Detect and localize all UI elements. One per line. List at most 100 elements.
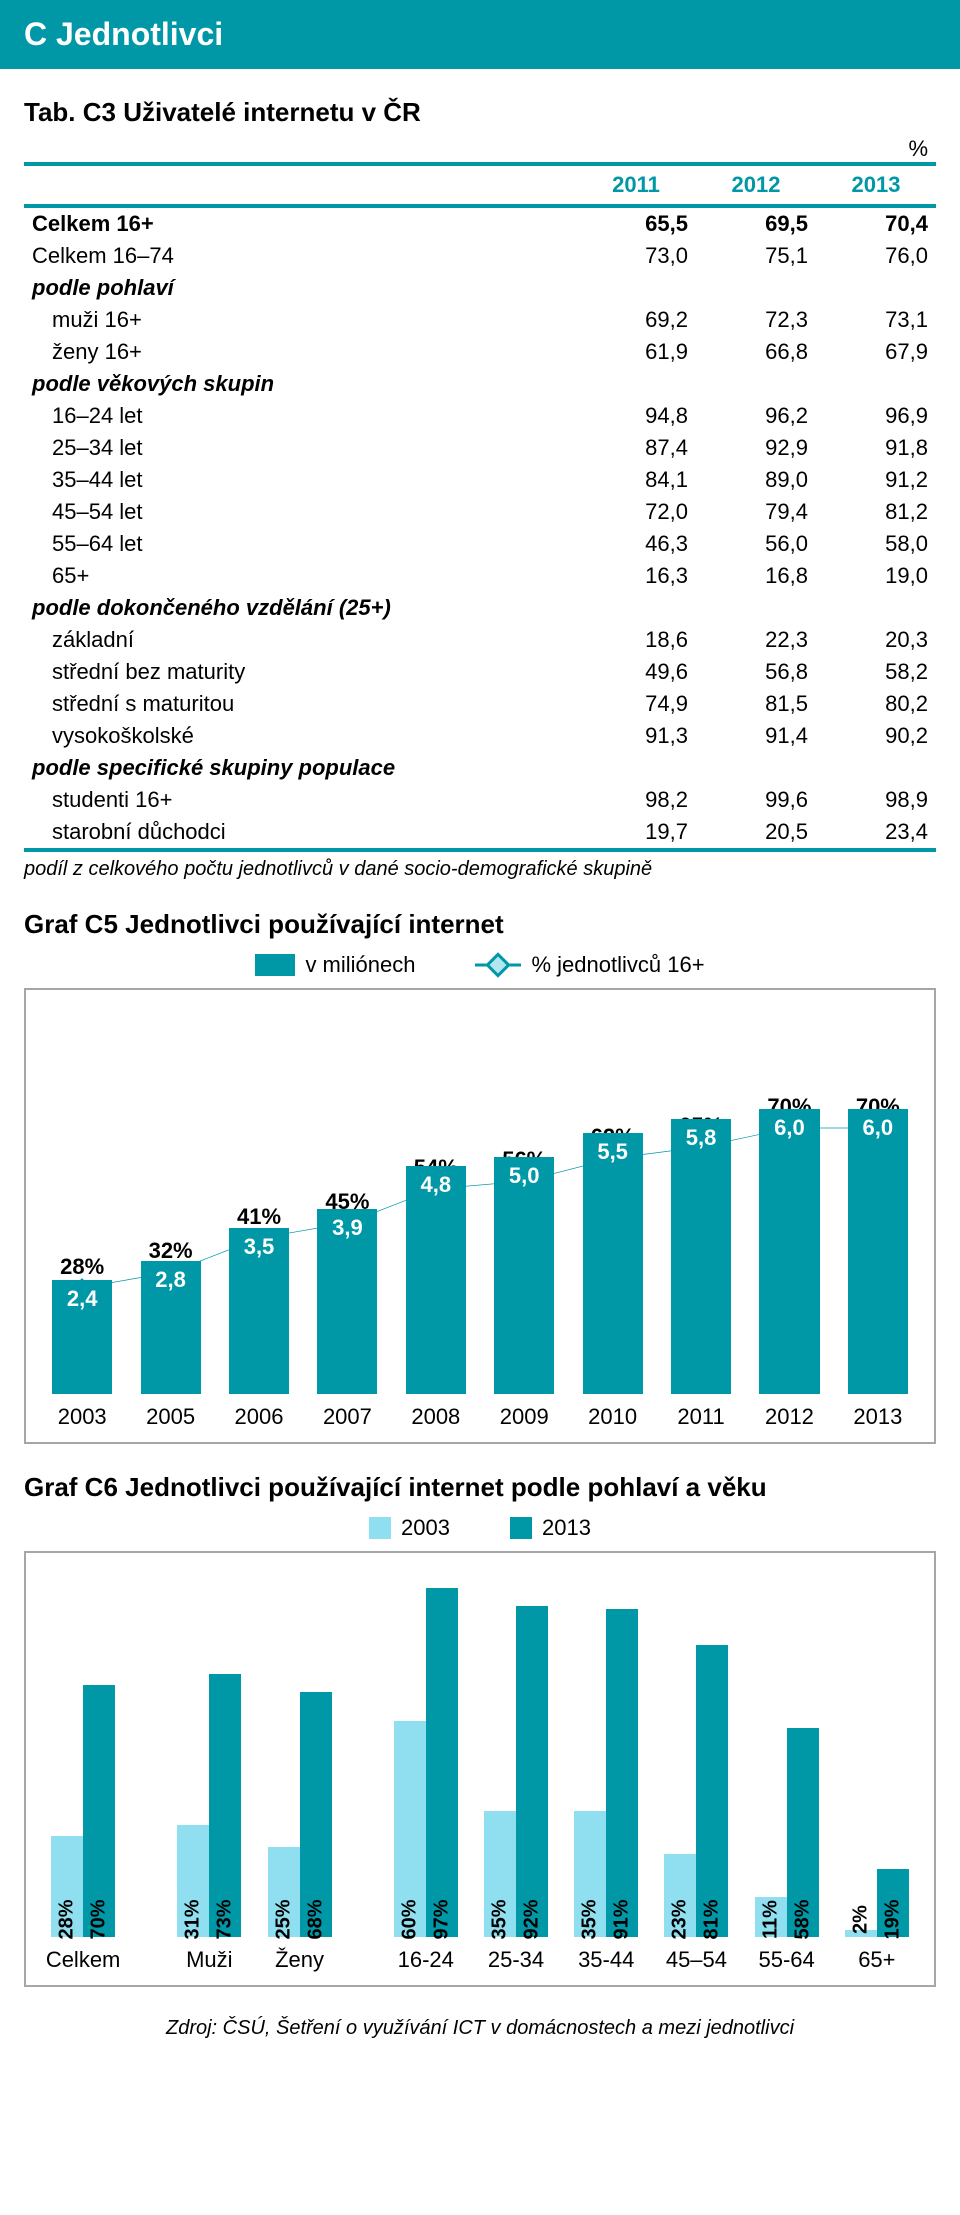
cell-value: 73,1 [816, 304, 936, 336]
chart-c5-column: 41%3,5 [215, 1014, 303, 1394]
chart-c6-pair: 28%70% [51, 1577, 115, 1937]
chart-c6-bar: 70% [83, 1685, 115, 1937]
chart-c5-bar-value: 5,5 [597, 1133, 628, 1165]
chart-c5-bar: 3,9 [317, 1209, 377, 1394]
chart-c6-category-label: 25-34 [471, 1947, 561, 1973]
cell-value: 89,0 [696, 464, 816, 496]
chart-c6-category-label: Muži [164, 1947, 254, 1973]
chart-c6-bar: 28% [51, 1836, 83, 1937]
cell-value [576, 368, 696, 400]
row-label: základní [24, 624, 576, 656]
table-footnote: podíl z celkového počtu jednotlivců v da… [24, 858, 936, 881]
row-label: 25–34 let [24, 432, 576, 464]
chart-c5-bar: 6,0 [759, 1109, 819, 1394]
cell-value: 81,5 [696, 688, 816, 720]
cell-value: 67,9 [816, 336, 936, 368]
cell-value: 69,5 [696, 206, 816, 240]
chart-c5-year-label: 2012 [745, 1404, 833, 1430]
chart-c5-bar: 5,5 [583, 1133, 643, 1394]
cell-value: 22,3 [696, 624, 816, 656]
chart-c6-bar: 91% [606, 1609, 638, 1937]
cell-value: 46,3 [576, 528, 696, 560]
chart-c5-percent-label: 28% [60, 1254, 104, 1280]
chart-c6-bar: 11% [755, 1897, 787, 1937]
cell-value [816, 592, 936, 624]
table-row: podle věkových skupin [24, 368, 936, 400]
chart-c6-category-label: 16-24 [381, 1947, 471, 1973]
row-label: 65+ [24, 560, 576, 592]
chart-c5-column: 70%6,0 [834, 1014, 922, 1394]
chart-c6-bar-label: 91% [611, 1899, 634, 1939]
chart-c6-bar-label: 28% [56, 1899, 79, 1939]
table-row: podle dokončeného vzdělání (25+) [24, 592, 936, 624]
legend-line-label: % jednotlivců 16+ [531, 952, 704, 978]
table-row: ženy 16+61,966,867,9 [24, 336, 936, 368]
chart-c6-bar-label: 2% [849, 1905, 872, 1934]
row-label: starobní důchodci [24, 816, 576, 850]
chart-c5-year-label: 2009 [480, 1404, 568, 1430]
chart-c6-group: 25%68% [254, 1577, 344, 1937]
chart-c6-bar-label: 31% [182, 1899, 205, 1939]
chart-c5-year-label: 2006 [215, 1404, 303, 1430]
legend-bar-label: v miliónech [305, 952, 415, 978]
chart-c5-column: 32%2,8 [126, 1014, 214, 1394]
cell-value: 20,5 [696, 816, 816, 850]
chart-c5-bar-value: 6,0 [863, 1109, 894, 1141]
cell-value: 96,9 [816, 400, 936, 432]
cell-value: 92,9 [696, 432, 816, 464]
chart-c5-column: 62%5,5 [568, 1014, 656, 1394]
chart-c5-column: 54%4,8 [392, 1014, 480, 1394]
row-label: 45–54 let [24, 496, 576, 528]
chart-c5-axis: 2003200520062007200820092010201120122013 [38, 1404, 922, 1430]
cell-value: 94,8 [576, 400, 696, 432]
cell-value: 90,2 [816, 720, 936, 752]
cell-value: 18,6 [576, 624, 696, 656]
row-label: Celkem 16–74 [24, 240, 576, 272]
chart-c6-group: 35%92% [471, 1577, 561, 1937]
chart-c6-bar: 58% [787, 1728, 819, 1937]
table-row: starobní důchodci19,720,523,4 [24, 816, 936, 850]
chart-c6-bar-label: 58% [791, 1899, 814, 1939]
chart-c6-bar-label: 23% [669, 1899, 692, 1939]
cell-value: 65,5 [576, 206, 696, 240]
chart-c6-legend: 2003 2013 [24, 1515, 936, 1541]
chart-c5-bar-value: 6,0 [774, 1109, 805, 1141]
section-title: C Jednotlivci [24, 16, 223, 52]
chart-c6-bar: 60% [394, 1721, 426, 1937]
cell-value [696, 368, 816, 400]
chart-c5-bar-value: 5,0 [509, 1157, 540, 1189]
cell-value: 96,2 [696, 400, 816, 432]
chart-c6-bar-label: 35% [579, 1899, 602, 1939]
cell-value: 69,2 [576, 304, 696, 336]
cell-value: 58,2 [816, 656, 936, 688]
cell-value: 80,2 [816, 688, 936, 720]
table-row: 45–54 let72,079,481,2 [24, 496, 936, 528]
col-blank [24, 164, 576, 206]
legend-line-swatch [475, 954, 521, 976]
cell-value: 61,9 [576, 336, 696, 368]
chart-c6-category-label: 55-64 [742, 1947, 832, 1973]
cell-value: 73,0 [576, 240, 696, 272]
table-row: 55–64 let46,356,058,0 [24, 528, 936, 560]
cell-value [696, 592, 816, 624]
chart-c5-year-label: 2007 [303, 1404, 391, 1430]
table-row: 65+16,316,819,0 [24, 560, 936, 592]
cell-value: 58,0 [816, 528, 936, 560]
chart-c5-column: 65%5,8 [657, 1014, 745, 1394]
chart-c6-group: 2%19% [832, 1577, 922, 1937]
cell-value: 16,8 [696, 560, 816, 592]
chart-c6-bar: 92% [516, 1606, 548, 1937]
chart-c5-bar-value: 3,9 [332, 1209, 363, 1241]
row-label: muži 16+ [24, 304, 576, 336]
chart-c6-bar: 97% [426, 1588, 458, 1937]
chart-c6-bar-label: 25% [272, 1899, 295, 1939]
table-row: Celkem 16+65,569,570,4 [24, 206, 936, 240]
table-row: Celkem 16–7473,075,176,0 [24, 240, 936, 272]
cell-value [576, 272, 696, 304]
chart-c6-pair: 25%68% [268, 1577, 332, 1937]
chart-c5-percent-label: 41% [237, 1204, 281, 1230]
chart-c5-title: Graf C5 Jednotlivci používající internet [24, 909, 936, 940]
chart-c5-column: 70%6,0 [745, 1014, 833, 1394]
chart-c6-group: 23%81% [651, 1577, 741, 1937]
chart-c5-year-label: 2003 [38, 1404, 126, 1430]
